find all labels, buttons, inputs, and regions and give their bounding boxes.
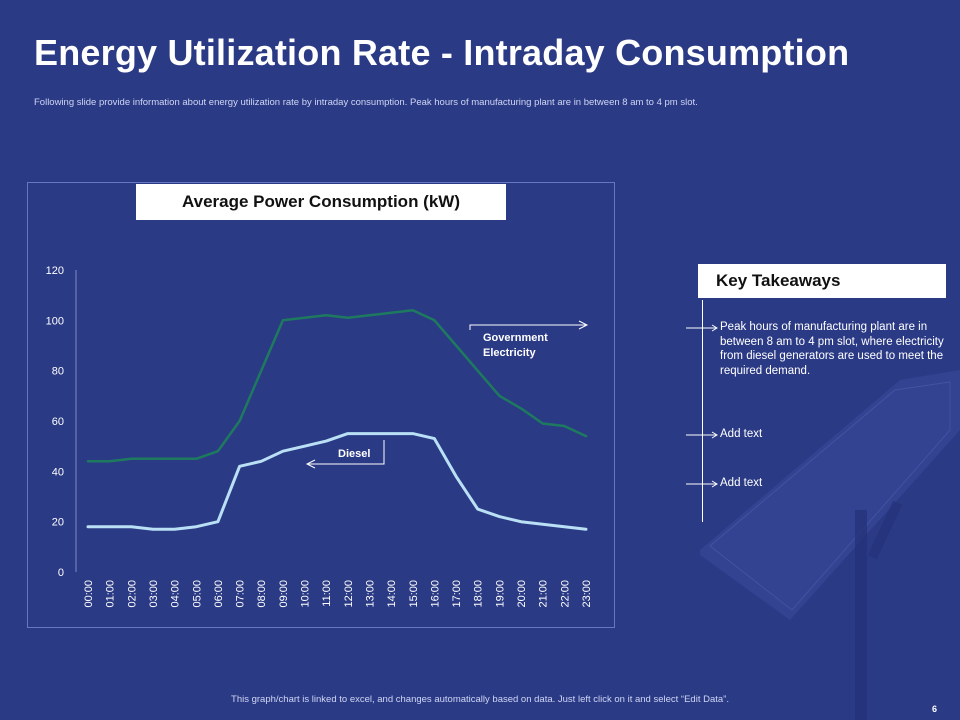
page-subtitle: Following slide provide information abou… <box>34 97 698 108</box>
x-tick-label: 22:00 <box>559 580 571 608</box>
series-lines <box>86 309 588 531</box>
annotation-connector <box>469 324 586 330</box>
x-tick-label: 15:00 <box>408 580 420 608</box>
x-tick-label: 03:00 <box>148 580 160 608</box>
x-tick-label: 06:00 <box>213 580 225 608</box>
x-tick-label: 18:00 <box>473 580 485 608</box>
x-tick-label: 05:00 <box>191 580 203 608</box>
y-tick-label: 100 <box>46 315 64 327</box>
x-tick-label: 02:00 <box>126 580 138 608</box>
annotation-connector <box>308 440 385 465</box>
footer-note: This graph/chart is linked to excel, and… <box>231 694 729 705</box>
x-tick-label: 10:00 <box>300 580 312 608</box>
x-axis: 00:00 01:00 02:00 03:00 04:00 05:00 06:00 07:00… <box>83 580 593 608</box>
solar-panel-illustration <box>700 370 960 720</box>
x-tick-label: 21:00 <box>538 580 550 608</box>
page-title: Energy Utilization Rate - Intraday Consu… <box>34 32 850 73</box>
takeaway-item-2: Add text <box>686 427 952 442</box>
x-tick-label: 17:00 <box>451 580 463 608</box>
takeaway-text-1: Peak hours of manufacturing plant are in… <box>720 321 944 377</box>
arrow-right-icon <box>686 324 718 332</box>
takeaway-item-3: Add text <box>686 476 952 491</box>
takeaway-item-1: Peak hours of manufacturing plant are in… <box>686 320 952 378</box>
arrow-right-icon <box>686 480 718 488</box>
arrow-right-icon <box>686 431 718 439</box>
x-tick-label: 12:00 <box>343 580 355 608</box>
annotation-label-line: Government <box>483 332 548 344</box>
chart-panel[interactable] <box>27 182 615 628</box>
annotation-label: Diesel <box>338 448 370 460</box>
takeaway-text-3: Add text <box>720 477 763 489</box>
y-tick-label: 60 <box>52 416 64 428</box>
arrow-right-icon <box>578 320 589 330</box>
y-tick-label: 20 <box>52 517 64 529</box>
y-tick-label: 120 <box>46 265 64 277</box>
series-line-diesel <box>86 432 588 531</box>
annotations: Government Electricity Diesel <box>305 320 589 469</box>
series-line-government-electricity <box>86 309 588 463</box>
x-tick-label: 07:00 <box>235 580 247 608</box>
key-takeaways-title: Key Takeaways <box>698 264 946 298</box>
arrow-left-icon <box>305 459 316 469</box>
annotation-diesel: Diesel <box>305 440 385 469</box>
x-tick-label: 01:00 <box>105 580 117 608</box>
chart-title: Average Power Consumption (kW) <box>136 184 506 220</box>
x-tick-label: 23:00 <box>581 580 593 608</box>
x-tick-label: 04:00 <box>170 580 182 608</box>
y-axis: 0 20 40 60 80 100 120 <box>46 265 77 579</box>
x-tick-label: 16:00 <box>429 580 441 608</box>
y-tick-label: 0 <box>58 567 64 579</box>
x-tick-label: 00:00 <box>83 580 95 608</box>
takeaway-text-2: Add text <box>720 428 763 440</box>
y-tick-label: 40 <box>52 466 64 478</box>
x-tick-label: 11:00 <box>321 580 333 607</box>
y-tick-label: 80 <box>52 366 64 378</box>
annotation-government-electricity: Government Electricity <box>469 320 589 359</box>
page-number: 6 <box>932 704 938 714</box>
x-tick-label: 08:00 <box>256 580 268 608</box>
x-tick-label: 14:00 <box>386 580 398 608</box>
x-tick-label: 13:00 <box>364 580 376 608</box>
x-tick-label: 20:00 <box>516 580 528 608</box>
x-tick-label: 19:00 <box>494 580 506 608</box>
x-tick-label: 09:00 <box>278 580 290 608</box>
takeaways-divider <box>702 300 703 522</box>
annotation-label-line: Electricity <box>483 347 536 359</box>
